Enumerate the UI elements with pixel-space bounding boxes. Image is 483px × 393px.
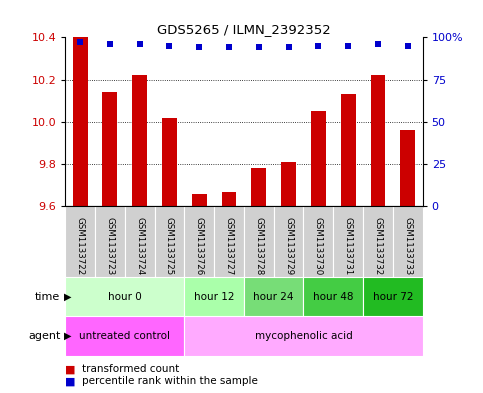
Bar bbox=[214, 206, 244, 277]
Text: GSM1133725: GSM1133725 bbox=[165, 217, 174, 275]
Text: hour 12: hour 12 bbox=[194, 292, 234, 302]
Text: GSM1133729: GSM1133729 bbox=[284, 217, 293, 275]
Bar bbox=[102, 92, 117, 206]
Text: agent: agent bbox=[28, 331, 60, 341]
Text: hour 48: hour 48 bbox=[313, 292, 354, 302]
Bar bbox=[72, 37, 87, 206]
Bar bbox=[363, 277, 423, 316]
Bar bbox=[95, 206, 125, 277]
Text: GSM1133732: GSM1133732 bbox=[373, 217, 383, 275]
Bar bbox=[125, 206, 155, 277]
Bar bbox=[185, 206, 214, 277]
Bar bbox=[162, 118, 177, 206]
Bar bbox=[274, 206, 303, 277]
Bar bbox=[185, 277, 244, 316]
Text: percentile rank within the sample: percentile rank within the sample bbox=[82, 376, 258, 386]
Text: hour 24: hour 24 bbox=[254, 292, 294, 302]
Text: GSM1133730: GSM1133730 bbox=[314, 217, 323, 275]
Bar bbox=[363, 206, 393, 277]
Bar bbox=[341, 94, 355, 206]
Bar bbox=[393, 206, 423, 277]
Bar bbox=[400, 130, 415, 206]
Bar bbox=[244, 206, 274, 277]
Bar bbox=[185, 316, 423, 356]
Bar bbox=[155, 206, 185, 277]
Bar bbox=[370, 75, 385, 206]
Text: GSM1133733: GSM1133733 bbox=[403, 217, 412, 275]
Bar bbox=[303, 277, 363, 316]
Bar bbox=[65, 316, 185, 356]
Bar bbox=[65, 206, 95, 277]
Text: ▶: ▶ bbox=[64, 331, 71, 341]
Text: GSM1133727: GSM1133727 bbox=[225, 217, 233, 275]
Text: ■: ■ bbox=[65, 364, 76, 375]
Bar bbox=[244, 277, 303, 316]
Bar bbox=[132, 75, 147, 206]
Text: mycophenolic acid: mycophenolic acid bbox=[255, 331, 353, 341]
Bar bbox=[311, 111, 326, 206]
Text: GSM1133723: GSM1133723 bbox=[105, 217, 114, 275]
Bar bbox=[281, 162, 296, 206]
Title: GDS5265 / ILMN_2392352: GDS5265 / ILMN_2392352 bbox=[157, 23, 331, 36]
Bar bbox=[192, 194, 207, 206]
Bar bbox=[303, 206, 333, 277]
Bar bbox=[65, 277, 185, 316]
Text: time: time bbox=[35, 292, 60, 302]
Text: hour 72: hour 72 bbox=[372, 292, 413, 302]
Bar bbox=[333, 206, 363, 277]
Text: transformed count: transformed count bbox=[82, 364, 179, 375]
Text: ▶: ▶ bbox=[64, 292, 71, 302]
Bar bbox=[251, 168, 266, 206]
Bar bbox=[222, 191, 237, 206]
Text: GSM1133731: GSM1133731 bbox=[344, 217, 353, 275]
Text: GSM1133722: GSM1133722 bbox=[76, 217, 85, 275]
Text: GSM1133728: GSM1133728 bbox=[255, 217, 263, 275]
Text: ■: ■ bbox=[65, 376, 76, 386]
Text: hour 0: hour 0 bbox=[108, 292, 142, 302]
Text: untreated control: untreated control bbox=[79, 331, 170, 341]
Text: GSM1133724: GSM1133724 bbox=[135, 217, 144, 275]
Text: GSM1133726: GSM1133726 bbox=[195, 217, 204, 275]
